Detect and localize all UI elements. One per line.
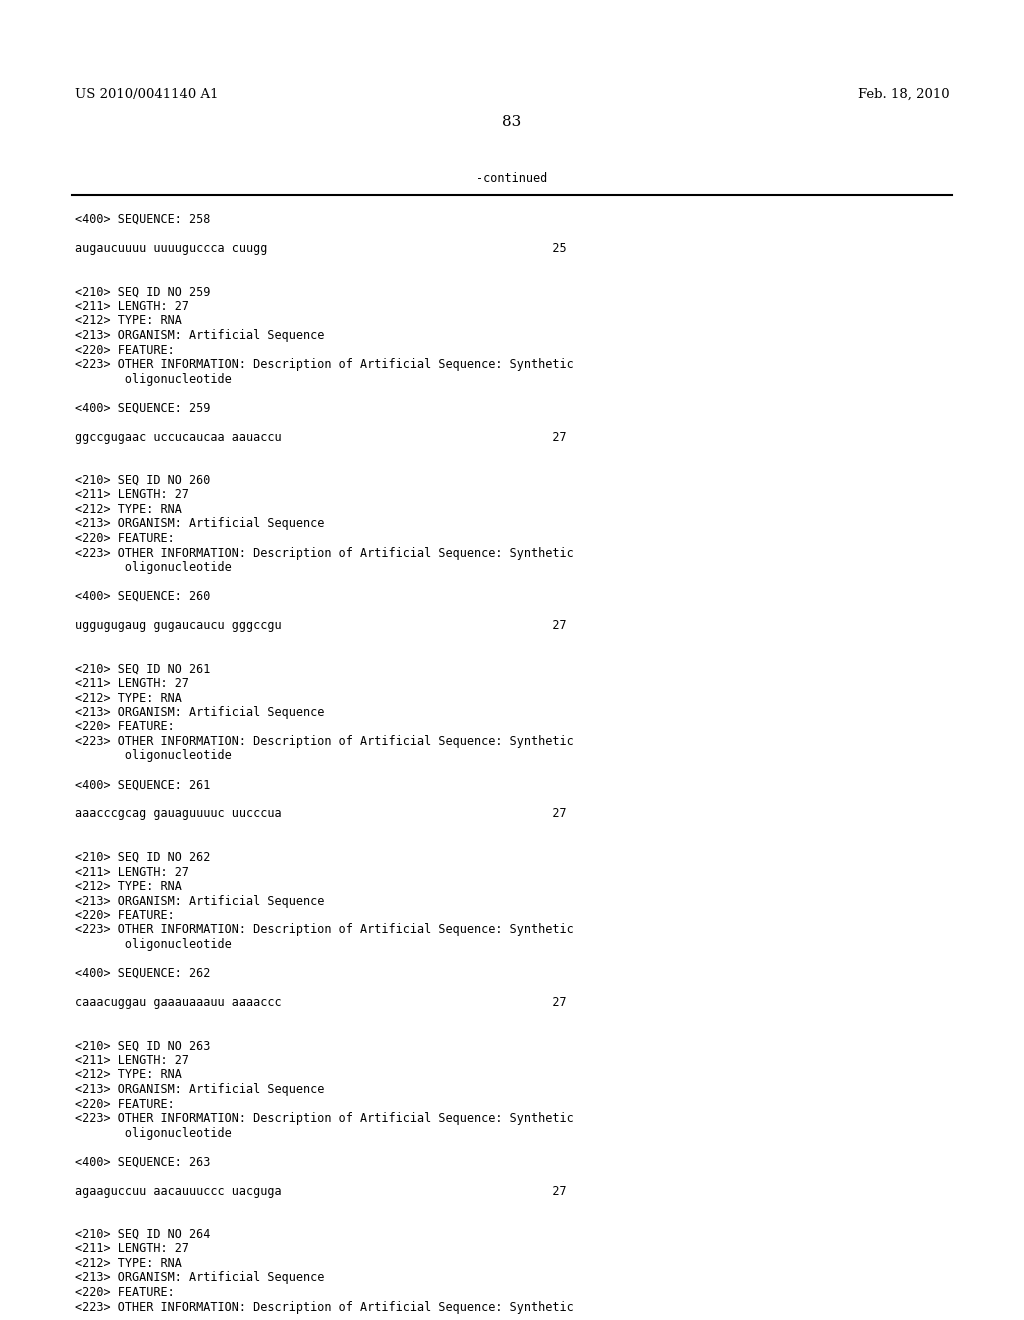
Text: <211> LENGTH: 27: <211> LENGTH: 27 <box>75 677 189 690</box>
Text: US 2010/0041140 A1: US 2010/0041140 A1 <box>75 88 218 102</box>
Text: <213> ORGANISM: Artificial Sequence: <213> ORGANISM: Artificial Sequence <box>75 1082 325 1096</box>
Text: <223> OTHER INFORMATION: Description of Artificial Sequence: Synthetic: <223> OTHER INFORMATION: Description of … <box>75 1300 573 1313</box>
Text: <211> LENGTH: 27: <211> LENGTH: 27 <box>75 1053 189 1067</box>
Text: caaacuggau gaaauaaauu aaaaccc                                      27: caaacuggau gaaauaaauu aaaaccc 27 <box>75 997 566 1008</box>
Text: oligonucleotide: oligonucleotide <box>75 1126 231 1139</box>
Text: <210> SEQ ID NO 261: <210> SEQ ID NO 261 <box>75 663 210 676</box>
Text: ggccgugaac uccucaucaa aauaccu                                      27: ggccgugaac uccucaucaa aauaccu 27 <box>75 430 566 444</box>
Text: <213> ORGANISM: Artificial Sequence: <213> ORGANISM: Artificial Sequence <box>75 706 325 719</box>
Text: oligonucleotide: oligonucleotide <box>75 561 231 574</box>
Text: <223> OTHER INFORMATION: Description of Artificial Sequence: Synthetic: <223> OTHER INFORMATION: Description of … <box>75 924 573 936</box>
Text: <210> SEQ ID NO 259: <210> SEQ ID NO 259 <box>75 285 210 298</box>
Text: oligonucleotide: oligonucleotide <box>75 939 231 950</box>
Text: <400> SEQUENCE: 260: <400> SEQUENCE: 260 <box>75 590 210 603</box>
Text: oligonucleotide: oligonucleotide <box>75 750 231 763</box>
Text: <212> TYPE: RNA: <212> TYPE: RNA <box>75 314 182 327</box>
Text: <400> SEQUENCE: 261: <400> SEQUENCE: 261 <box>75 779 210 792</box>
Text: <220> FEATURE:: <220> FEATURE: <box>75 909 175 921</box>
Text: <210> SEQ ID NO 262: <210> SEQ ID NO 262 <box>75 851 210 865</box>
Text: <210> SEQ ID NO 263: <210> SEQ ID NO 263 <box>75 1040 210 1052</box>
Text: <211> LENGTH: 27: <211> LENGTH: 27 <box>75 866 189 879</box>
Text: <220> FEATURE:: <220> FEATURE: <box>75 343 175 356</box>
Text: aaacccgcag gauaguuuuc uucccua                                      27: aaacccgcag gauaguuuuc uucccua 27 <box>75 808 566 821</box>
Text: -continued: -continued <box>476 172 548 185</box>
Text: <220> FEATURE:: <220> FEATURE: <box>75 532 175 545</box>
Text: <220> FEATURE:: <220> FEATURE: <box>75 1097 175 1110</box>
Text: <213> ORGANISM: Artificial Sequence: <213> ORGANISM: Artificial Sequence <box>75 1271 325 1284</box>
Text: <210> SEQ ID NO 264: <210> SEQ ID NO 264 <box>75 1228 210 1241</box>
Text: <213> ORGANISM: Artificial Sequence: <213> ORGANISM: Artificial Sequence <box>75 517 325 531</box>
Text: <400> SEQUENCE: 258: <400> SEQUENCE: 258 <box>75 213 210 226</box>
Text: <212> TYPE: RNA: <212> TYPE: RNA <box>75 503 182 516</box>
Text: <213> ORGANISM: Artificial Sequence: <213> ORGANISM: Artificial Sequence <box>75 895 325 908</box>
Text: <212> TYPE: RNA: <212> TYPE: RNA <box>75 692 182 705</box>
Text: <220> FEATURE:: <220> FEATURE: <box>75 1286 175 1299</box>
Text: <213> ORGANISM: Artificial Sequence: <213> ORGANISM: Artificial Sequence <box>75 329 325 342</box>
Text: <223> OTHER INFORMATION: Description of Artificial Sequence: Synthetic: <223> OTHER INFORMATION: Description of … <box>75 735 573 748</box>
Text: <212> TYPE: RNA: <212> TYPE: RNA <box>75 1068 182 1081</box>
Text: <400> SEQUENCE: 263: <400> SEQUENCE: 263 <box>75 1155 210 1168</box>
Text: <223> OTHER INFORMATION: Description of Artificial Sequence: Synthetic: <223> OTHER INFORMATION: Description of … <box>75 546 573 560</box>
Text: augaucuuuu uuuuguccca cuugg                                        25: augaucuuuu uuuuguccca cuugg 25 <box>75 242 566 255</box>
Text: <212> TYPE: RNA: <212> TYPE: RNA <box>75 1257 182 1270</box>
Text: <211> LENGTH: 27: <211> LENGTH: 27 <box>75 488 189 502</box>
Text: Feb. 18, 2010: Feb. 18, 2010 <box>858 88 950 102</box>
Text: <220> FEATURE:: <220> FEATURE: <box>75 721 175 734</box>
Text: agaaguccuu aacauuuccc uacguga                                      27: agaaguccuu aacauuuccc uacguga 27 <box>75 1184 566 1197</box>
Text: <223> OTHER INFORMATION: Description of Artificial Sequence: Synthetic: <223> OTHER INFORMATION: Description of … <box>75 358 573 371</box>
Text: <212> TYPE: RNA: <212> TYPE: RNA <box>75 880 182 894</box>
Text: oligonucleotide: oligonucleotide <box>75 372 231 385</box>
Text: <223> OTHER INFORMATION: Description of Artificial Sequence: Synthetic: <223> OTHER INFORMATION: Description of … <box>75 1111 573 1125</box>
Text: <211> LENGTH: 27: <211> LENGTH: 27 <box>75 300 189 313</box>
Text: 83: 83 <box>503 115 521 129</box>
Text: <211> LENGTH: 27: <211> LENGTH: 27 <box>75 1242 189 1255</box>
Text: <210> SEQ ID NO 260: <210> SEQ ID NO 260 <box>75 474 210 487</box>
Text: <400> SEQUENCE: 262: <400> SEQUENCE: 262 <box>75 968 210 979</box>
Text: <400> SEQUENCE: 259: <400> SEQUENCE: 259 <box>75 401 210 414</box>
Text: uggugugaug gugaucaucu gggccgu                                      27: uggugugaug gugaucaucu gggccgu 27 <box>75 619 566 632</box>
